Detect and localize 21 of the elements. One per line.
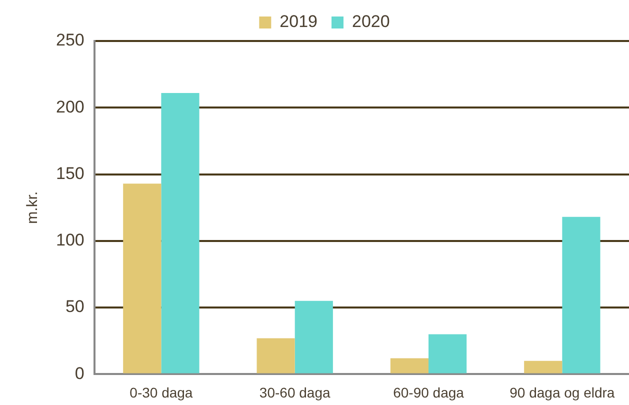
y-tick-label: 50 — [65, 297, 84, 316]
bar — [294, 300, 333, 374]
y-tick-label: 200 — [56, 97, 84, 116]
legend-label: 2019 — [280, 12, 318, 32]
y-tick-label: 100 — [56, 230, 84, 250]
bar — [390, 358, 429, 374]
bar — [256, 338, 295, 374]
x-tick-label: 60-90 daga — [393, 384, 464, 400]
bar — [524, 360, 562, 374]
bar — [428, 334, 467, 374]
x-tick-label: 30-60 daga — [259, 384, 330, 400]
x-tick-label: 0-30 daga — [130, 384, 193, 400]
bar — [161, 92, 200, 374]
bar — [562, 216, 600, 374]
legend-label: 2020 — [352, 12, 390, 32]
x-tick-label: 90 daga og eldra — [510, 384, 615, 400]
bar — [123, 184, 162, 374]
y-tick-label: 250 — [56, 30, 84, 50]
y-tick-label: 0 — [74, 364, 84, 383]
y-tick-label: 150 — [56, 164, 84, 183]
y-axis-title: m.kr. — [24, 191, 42, 224]
